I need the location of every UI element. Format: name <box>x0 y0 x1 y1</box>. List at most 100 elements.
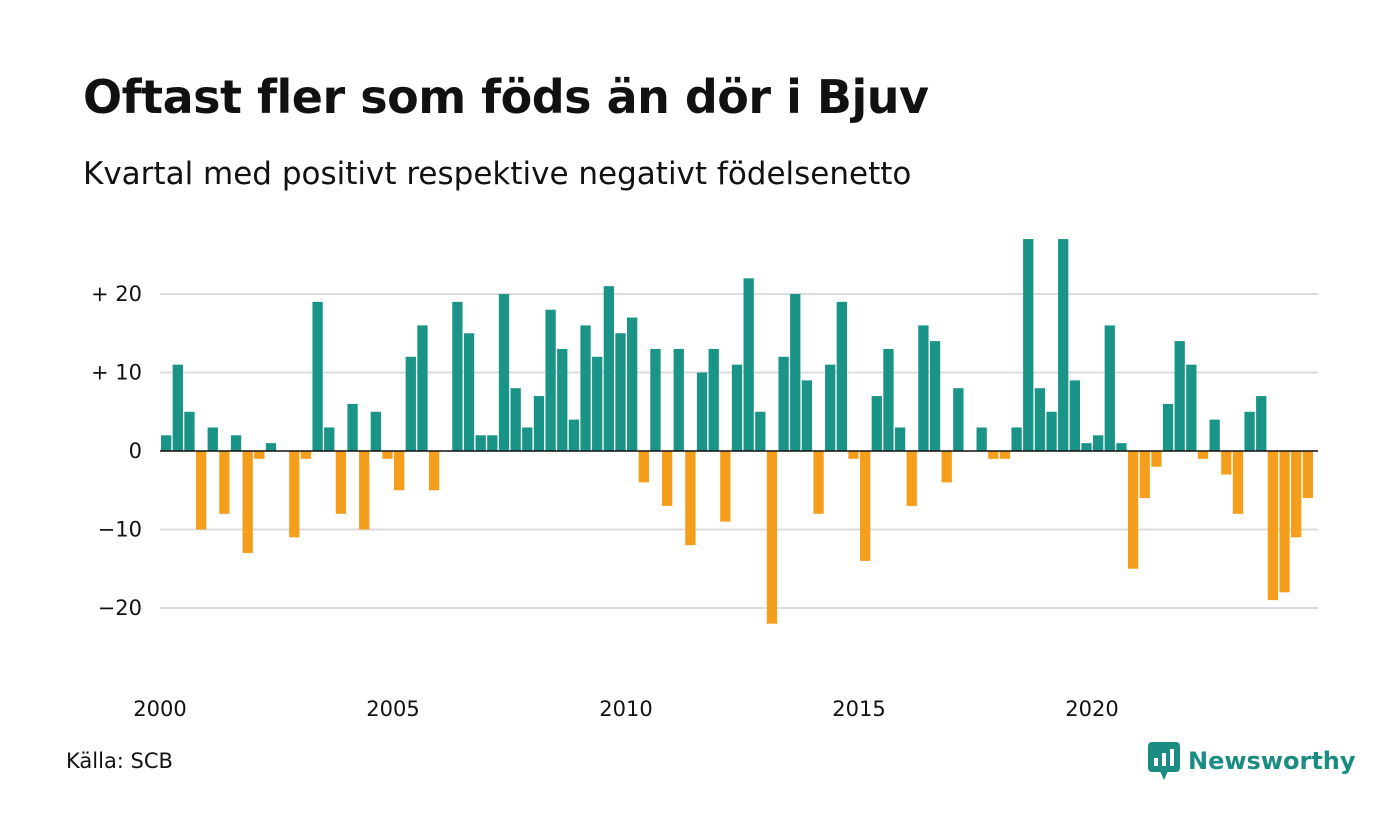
bar-negative <box>813 451 824 514</box>
bar-positive <box>1081 443 1092 451</box>
bar-positive <box>1023 239 1034 451</box>
bar-positive <box>347 403 358 451</box>
bar-positive <box>1244 411 1255 451</box>
bar-positive <box>522 427 533 451</box>
bar-negative <box>988 451 999 459</box>
bar-positive <box>1104 325 1115 451</box>
x-tick-label: 2005 <box>366 697 419 721</box>
bar-negative <box>1151 451 1162 467</box>
bar-negative <box>289 451 300 538</box>
bar-negative <box>254 451 265 459</box>
bar-negative <box>428 451 440 491</box>
bar-positive <box>568 419 580 451</box>
bar-positive <box>778 356 789 451</box>
bar-positive <box>929 341 941 451</box>
bar-negative <box>1221 451 1232 475</box>
bar-positive <box>708 348 719 451</box>
bar-negative <box>359 451 370 530</box>
bar-positive <box>184 411 195 451</box>
bar-positive <box>324 427 335 451</box>
bar-positive <box>825 364 836 451</box>
bar-positive <box>615 333 626 451</box>
bar-positive <box>883 348 894 451</box>
chart-title: Oftast fler som föds än dör i Bjuv <box>83 70 929 124</box>
bar-negative <box>685 451 696 546</box>
bar-positive <box>487 435 498 451</box>
bar-positive <box>1093 435 1104 451</box>
bar-positive <box>918 325 929 451</box>
bar-positive <box>498 294 510 451</box>
bar-positive <box>370 411 381 451</box>
bar-positive <box>510 388 521 451</box>
bar-positive <box>1116 443 1127 451</box>
brand-name: Newsworthy <box>1188 747 1356 775</box>
bar-negative <box>1232 451 1244 514</box>
bar-negative <box>335 451 347 514</box>
bar-positive <box>755 411 766 451</box>
y-tick-label: −20 <box>98 596 142 620</box>
bar-positive <box>580 325 591 451</box>
x-tick-label: 2000 <box>133 697 186 721</box>
bar-positive <box>603 286 614 451</box>
y-tick-label: −10 <box>98 518 142 542</box>
bar-positive <box>161 435 172 451</box>
bars <box>161 239 1313 624</box>
bar-negative <box>906 451 917 506</box>
bar-positive <box>312 301 323 451</box>
bar-positive <box>405 356 416 451</box>
x-tick-label: 2020 <box>1065 697 1118 721</box>
bar-positive <box>790 294 801 451</box>
bar-positive <box>627 317 638 451</box>
bar-positive <box>452 301 463 451</box>
bar-positive <box>463 333 475 451</box>
bar-negative <box>394 451 405 491</box>
bar-positive <box>696 372 708 451</box>
bar-positive <box>673 348 684 451</box>
bar-positive <box>1162 403 1174 451</box>
bar-negative <box>1267 451 1279 601</box>
bar-positive <box>545 309 556 451</box>
bar-negative <box>300 451 312 459</box>
y-tick-label: + 10 <box>91 361 142 385</box>
bar-positive <box>475 435 486 451</box>
bar-negative <box>1279 451 1290 593</box>
bar-positive <box>1256 396 1267 451</box>
bar-positive <box>1046 411 1057 451</box>
bar-positive <box>1058 239 1069 451</box>
newsworthy-logo[interactable]: Newsworthy <box>1148 742 1356 780</box>
bar-positive <box>172 364 183 451</box>
bar-negative <box>941 451 952 483</box>
bar-positive <box>592 356 603 451</box>
y-axis-ticks: + 20 + 10 0 −10 −20 <box>91 282 142 620</box>
bar-positive <box>976 427 987 451</box>
bar-negative <box>661 451 673 506</box>
grid-lines <box>160 293 1318 609</box>
y-tick-label: + 20 <box>91 282 142 306</box>
bar-positive <box>1209 419 1220 451</box>
bar-negative <box>219 451 230 514</box>
bar-positive <box>871 396 882 451</box>
bar-negative <box>860 451 871 561</box>
bar-positive <box>533 396 545 451</box>
bar-positive <box>1069 380 1080 451</box>
bar-positive <box>731 364 743 451</box>
y-tick-label: 0 <box>129 439 142 463</box>
bar-positive <box>230 435 242 451</box>
bar-positive <box>650 348 661 451</box>
bar-negative <box>1302 451 1313 499</box>
bar-positive <box>417 325 428 451</box>
bar-positive <box>557 348 568 451</box>
bar-positive <box>953 388 964 451</box>
chart-subtitle: Kvartal med positivt respektive negativt… <box>83 156 912 192</box>
source-note: Källa: SCB <box>66 749 173 773</box>
bar-negative <box>1197 451 1209 459</box>
bar-negative <box>1127 451 1139 569</box>
bar-positive <box>801 380 813 451</box>
newsworthy-logo-icon <box>1148 742 1180 780</box>
bar-positive <box>836 301 847 451</box>
bar-negative <box>638 451 649 483</box>
bar-negative <box>848 451 859 459</box>
bar-positive <box>1174 341 1185 451</box>
bar-positive <box>265 443 277 451</box>
